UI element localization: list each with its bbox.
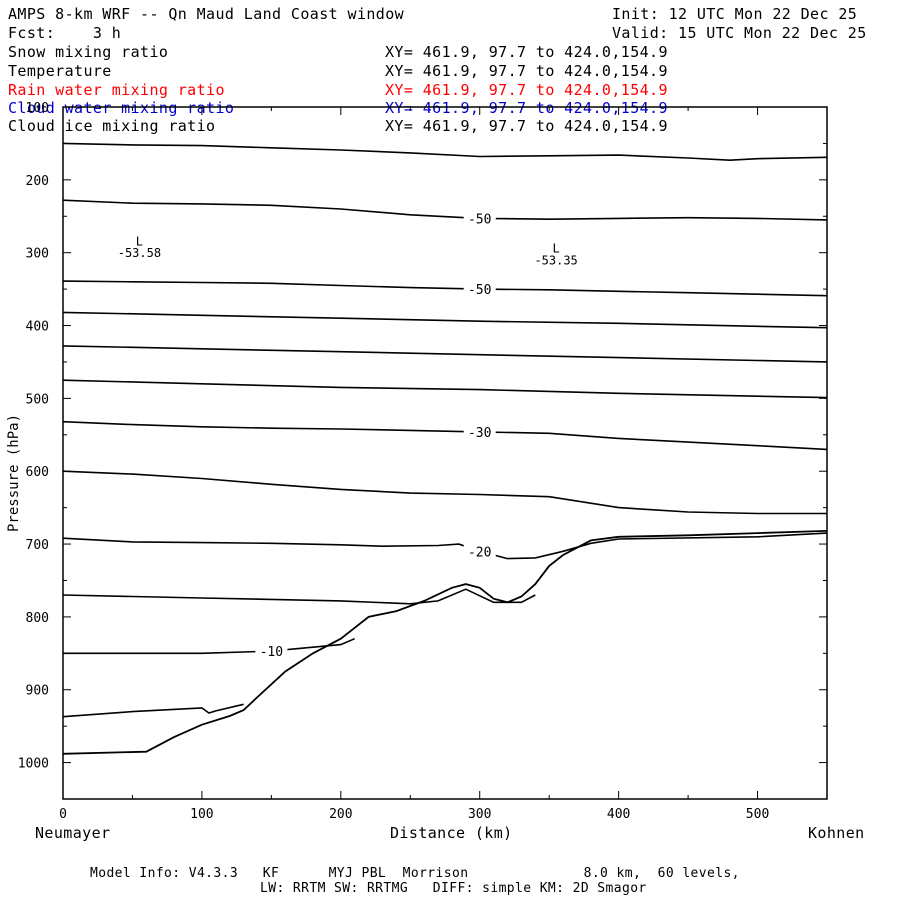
field-label-snow: Snow mixing ratio (8, 43, 169, 61)
temperature-contour (62, 532, 828, 560)
low-annotation: L (553, 242, 560, 256)
temperature-contour (62, 142, 828, 162)
x-tick-label: 200 (329, 807, 352, 822)
temperature-contour (62, 470, 827, 515)
y-tick-label: 100 (26, 101, 49, 116)
temperature-contour (62, 588, 536, 605)
contour-label: -10 (260, 645, 283, 660)
x-tick-label: 300 (468, 807, 491, 822)
x-tick-label: 100 (190, 807, 213, 822)
contour-label: -30 (468, 426, 491, 441)
contour-label-gap (255, 644, 288, 659)
x-end-label: Kohnen (808, 824, 865, 842)
forecast-hour: Fcst: 3 h (8, 24, 122, 42)
y-tick-label: 1000 (18, 757, 49, 772)
temperature-contour (62, 420, 828, 451)
y-tick-label: 700 (26, 538, 49, 553)
contour-label-gap (463, 544, 496, 559)
temperature-contour (62, 311, 828, 329)
low-annotation: -53.58 (118, 246, 161, 260)
y-tick-label: 200 (26, 174, 49, 189)
y-axis-label: Pressure (hPa) (6, 414, 22, 532)
temperature-contour (62, 703, 244, 718)
field-xy-rain: XY= 461.9, 97.7 to 424.0,154.9 (385, 81, 668, 99)
x-tick-label: 0 (59, 807, 67, 822)
valid-time: Valid: 15 UTC Mon 22 Dec 25 (612, 24, 867, 42)
low-annotation: -53.35 (534, 253, 577, 267)
contour-label-gap (463, 424, 496, 439)
y-tick-label: 500 (26, 392, 49, 407)
field-xy-temperature: XY= 461.9, 97.7 to 424.0,154.9 (385, 62, 668, 80)
temperature-contour (62, 199, 828, 221)
model-info-line2: LW: RRTM SW: RRTMG DIFF: simple KM: 2D S… (260, 881, 647, 896)
contour-label-gap (463, 282, 496, 297)
x-tick-label: 400 (607, 807, 630, 822)
contour-label: -20 (468, 545, 491, 560)
contour-label-gap (463, 211, 496, 226)
plot-frame (62, 106, 828, 800)
field-label-cloud-ice: Cloud ice mixing ratio (8, 117, 216, 135)
terrain-line (62, 530, 828, 755)
temperature-contour (62, 379, 828, 399)
low-annotation: L (136, 234, 143, 248)
temperature-contour (63, 637, 356, 655)
field-label-temperature: Temperature (8, 62, 112, 80)
y-tick-label: 400 (26, 320, 49, 335)
init-time: Init: 12 UTC Mon 22 Dec 25 (612, 5, 858, 23)
temperature-contour (62, 280, 828, 297)
field-label-cloud-water: Cloud water mixing ratio (8, 99, 235, 117)
field-label-rain: Rain water mixing ratio (8, 81, 225, 99)
title: AMPS 8-km WRF -- Qn Maud Land Coast wind… (8, 5, 405, 23)
x-tick-label: 500 (746, 807, 769, 822)
y-tick-label: 900 (26, 684, 49, 699)
contour-label: -50 (468, 212, 491, 227)
field-xy-snow: XY= 461.9, 97.7 to 424.0,154.9 (385, 43, 668, 61)
temperature-contour (62, 345, 828, 363)
y-tick-label: 600 (26, 465, 49, 480)
y-tick-label: 300 (26, 247, 49, 262)
model-info-line1: Model Info: V4.3.3 KF MYJ PBL Morrison 8… (90, 866, 740, 881)
x-start-label: Neumayer (35, 824, 111, 842)
y-tick-label: 800 (26, 611, 49, 626)
x-axis-label: Distance (km) (390, 824, 513, 842)
field-xy-cloud-water: XY= 461.9, 97.7 to 424.0,154.9 (385, 99, 668, 117)
contour-label: -50 (468, 283, 491, 298)
field-xy-cloud-ice: XY= 461.9, 97.7 to 424.0,154.9 (385, 117, 668, 135)
